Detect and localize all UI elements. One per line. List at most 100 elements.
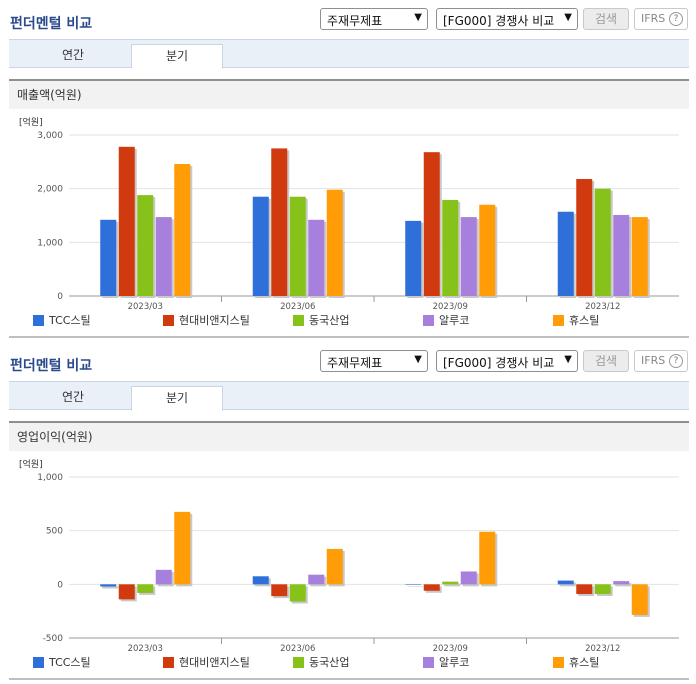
- x-tick-label: 2023/09: [433, 302, 468, 312]
- statement-type-select[interactable]: 주재무제표 ▼: [320, 350, 428, 372]
- legend-item[interactable]: 알루코: [423, 314, 469, 328]
- bar: [308, 219, 325, 296]
- legend-swatch: [33, 315, 44, 326]
- bar: [479, 531, 496, 585]
- legend-item[interactable]: 동국산업: [293, 656, 349, 670]
- x-tick-label: 2023/03: [128, 644, 163, 654]
- tab-annual[interactable]: 연간: [61, 48, 85, 62]
- legend-label: 현대비앤지스틸: [179, 656, 250, 669]
- bar: [100, 219, 117, 296]
- ifrs-label: IFRS: [641, 354, 666, 367]
- bar: [174, 163, 191, 296]
- y-tick-label: 2,000: [37, 185, 63, 195]
- x-tick-label: 2023/09: [433, 644, 468, 654]
- tab-quarterly[interactable]: 분기: [131, 386, 223, 411]
- bar: [423, 152, 440, 296]
- peer-group-value: [FG000] 경쟁사 비교: [443, 356, 555, 370]
- bar: [631, 217, 648, 296]
- ifrs-button[interactable]: IFRS ?: [634, 8, 688, 30]
- section-title: 영업이익(억원): [9, 421, 689, 451]
- legend-item[interactable]: 휴스틸: [553, 314, 599, 328]
- chevron-down-icon: ▼: [564, 12, 572, 23]
- legend-item[interactable]: TCC스틸: [33, 314, 91, 328]
- bar: [576, 584, 593, 594]
- bar: [442, 581, 459, 585]
- legend-label: 알루코: [439, 656, 470, 669]
- chart-legend: TCC스틸 현대비앤지스틸 동국산업 알루코 휴스틸: [0, 311, 696, 329]
- chevron-down-icon: ▼: [414, 354, 422, 365]
- operating-profit-bar-chart: [억원] -500 0 500 1,000 2023/03 2023/06 2023/09 20…: [19, 458, 679, 654]
- bar: [308, 574, 325, 585]
- legend-swatch: [553, 657, 564, 668]
- legend-item[interactable]: 알루코: [423, 656, 469, 670]
- section-title: 매출액(억원): [9, 79, 689, 109]
- period-tabs: 연간 분기: [9, 381, 689, 411]
- period-tabs: 연간 분기: [9, 39, 689, 69]
- statement-type-select[interactable]: 주재무제표 ▼: [320, 8, 428, 30]
- bar: [326, 548, 343, 585]
- panel-title: 펀더멘털 비교: [10, 358, 93, 374]
- bar: [155, 569, 172, 585]
- tab-annual[interactable]: 연간: [61, 390, 85, 404]
- legend-swatch: [293, 657, 304, 668]
- bar: [252, 576, 269, 585]
- bar-shadow: [102, 586, 119, 589]
- y-tick-label: -500: [43, 634, 64, 644]
- x-tick-label: 2023/12: [585, 644, 620, 654]
- legend-swatch: [163, 657, 174, 668]
- statement-type-value: 주재무제표: [327, 14, 383, 28]
- legend-swatch: [423, 657, 434, 668]
- bar-shadow: [615, 583, 632, 587]
- x-tick-label: 2023/03: [128, 302, 163, 312]
- y-unit-label: [억원]: [19, 116, 43, 128]
- x-tick-label: 2023/06: [280, 302, 315, 312]
- bar: [631, 584, 648, 615]
- bar: [423, 584, 440, 591]
- legend-swatch: [553, 315, 564, 326]
- legend-label: TCC스틸: [49, 314, 91, 327]
- ifrs-button[interactable]: IFRS ?: [634, 350, 688, 372]
- y-tick-label: 0: [57, 292, 63, 302]
- bar: [137, 584, 154, 593]
- legend-item[interactable]: 휴스틸: [553, 656, 599, 670]
- x-tick-label: 2023/06: [280, 644, 315, 654]
- sales-bar-chart: [억원] 0 1,000 2,000 3,000 2023/03 2023/06 2023/0…: [19, 116, 679, 312]
- peer-group-select[interactable]: [FG000] 경쟁사 비교 ▼: [436, 350, 578, 372]
- peer-group-select[interactable]: [FG000] 경쟁사 비교 ▼: [436, 8, 578, 30]
- search-button[interactable]: 검색: [583, 8, 629, 30]
- legend-item[interactable]: 현대비앤지스틸: [163, 314, 250, 328]
- bar: [613, 214, 630, 296]
- legend-swatch: [163, 315, 174, 326]
- divider: [9, 336, 689, 338]
- y-tick-label: 3,000: [37, 131, 63, 141]
- y-tick-label: 0: [57, 580, 63, 590]
- tab-quarterly[interactable]: 분기: [131, 44, 223, 69]
- bar: [576, 179, 593, 296]
- legend-swatch: [293, 315, 304, 326]
- legend-swatch: [33, 657, 44, 668]
- bar: [174, 511, 191, 585]
- legend-item[interactable]: 현대비앤지스틸: [163, 656, 250, 670]
- bar: [118, 584, 135, 600]
- fundamental-panel-sales: 펀더멘털 비교 주재무제표 ▼ [FG000] 경쟁사 비교 ▼ 검색 IFRS…: [0, 8, 696, 338]
- bar: [460, 571, 477, 585]
- bar: [594, 584, 611, 594]
- bar: [557, 580, 574, 585]
- bar: [479, 204, 496, 296]
- legend-item[interactable]: TCC스틸: [33, 656, 91, 670]
- bar: [405, 584, 422, 585]
- bar: [557, 211, 574, 296]
- legend-item[interactable]: 동국산업: [293, 314, 349, 328]
- y-unit-label: [억원]: [19, 458, 43, 470]
- bar: [271, 584, 288, 597]
- y-tick-label: 1,000: [37, 238, 63, 248]
- bar: [613, 581, 630, 585]
- search-button[interactable]: 검색: [583, 350, 629, 372]
- help-icon[interactable]: ?: [669, 354, 683, 368]
- bar: [594, 188, 611, 296]
- chevron-down-icon: ▼: [564, 354, 572, 365]
- bar: [442, 199, 459, 296]
- help-icon[interactable]: ?: [669, 12, 683, 26]
- legend-label: 휴스틸: [569, 314, 600, 327]
- bar: [405, 220, 422, 296]
